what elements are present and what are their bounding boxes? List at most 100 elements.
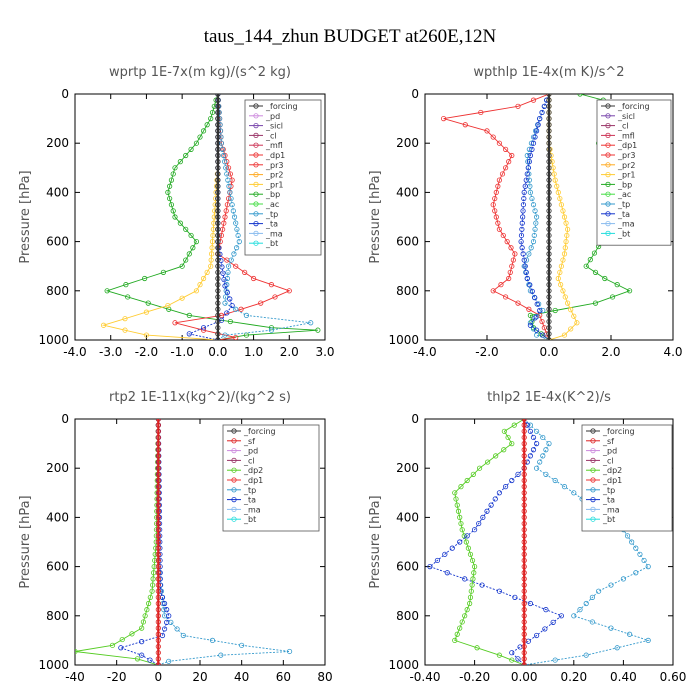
legend-marker (605, 201, 611, 207)
series-point-pr1 (551, 171, 557, 177)
y-tick-label: 0 (411, 412, 419, 426)
series-point-tp (529, 195, 535, 202)
series-point-tp (543, 471, 549, 477)
x-tick-label: -4.0 (413, 345, 436, 359)
legend-marker (605, 152, 611, 158)
legend-entry: _pd (265, 112, 280, 121)
series-point-sf (521, 545, 527, 551)
series-point-sf (155, 508, 161, 514)
series-point-forcing (546, 251, 552, 257)
series-point-dp1 (495, 220, 501, 226)
legend-entry: _forcing (243, 427, 276, 436)
series-point-dp1 (502, 165, 509, 171)
series-point-sf (521, 563, 527, 570)
series-point-sf (155, 650, 161, 656)
series-point-sf (155, 465, 161, 471)
legend-entry: _ta (265, 220, 278, 229)
series-point-tp (540, 307, 546, 314)
series-point-forcing (215, 122, 221, 128)
series-point-tp (526, 177, 532, 183)
series-point-tp (227, 189, 233, 195)
series-point-pr1 (561, 332, 568, 338)
series-point-bp (268, 325, 275, 331)
series-point-dp1 (496, 177, 502, 183)
series-point-bp (204, 122, 210, 128)
legend: _forcing_pd_sicl_cl_mfl_dp1_pr3_pr2_pr1_… (244, 99, 322, 256)
series-point-dp1 (506, 275, 512, 282)
series-point-ta (427, 563, 433, 570)
series-point-pr1 (143, 332, 150, 338)
series-point-bp (168, 177, 175, 183)
series-point-dp2 (452, 490, 458, 496)
series-point-bp (200, 128, 207, 134)
series-point-ta (512, 594, 518, 600)
series-point-dp2 (146, 600, 152, 607)
series-line-ta (119, 419, 170, 665)
y-tick-label: 800 (46, 609, 69, 623)
series-point-tp (540, 434, 546, 441)
series-point-forcing (215, 97, 221, 103)
series-point-dp1 (268, 282, 275, 288)
series-point-dp2 (454, 502, 460, 508)
series-point-dp2 (485, 459, 491, 465)
series-point-ta (519, 226, 525, 232)
series-point-forcing (546, 116, 552, 122)
series-point-sf (155, 643, 161, 650)
series-point-pr1 (557, 269, 563, 275)
series-point-ta (164, 619, 170, 625)
series-point-sf (521, 533, 527, 539)
chart-panel-3: rtp2 1E-11x(kg^2)/(kg^2 s)02004006008001… (18, 390, 333, 684)
series-group (75, 419, 293, 665)
x-tick-label: 2.0 (601, 345, 620, 359)
legend: _forcing_sf_pd_cl_dp2_dp1_tp_ta_ma_bt (581, 424, 673, 532)
series-point-tp (583, 600, 589, 607)
series-point-tp (236, 239, 242, 245)
series-point-forcing (546, 239, 552, 245)
legend-entry: _ma (617, 220, 635, 229)
series-point-sf (521, 477, 527, 484)
series-point-forcing (215, 189, 221, 195)
y-tick-label: 200 (396, 136, 419, 150)
series-point-dp1 (462, 122, 468, 128)
y-tick-label: 0 (61, 87, 69, 101)
series-point-tp (645, 637, 651, 644)
legend-marker (231, 447, 237, 454)
series-point-sf (155, 588, 161, 594)
series-point-dp2 (511, 422, 517, 428)
series-point-dp1 (233, 334, 239, 340)
series-point-forcing (546, 208, 552, 214)
series-point-tp (525, 159, 531, 165)
series-point-ta (224, 310, 230, 316)
legend-marker (605, 181, 611, 187)
series-point-pr1 (193, 288, 200, 294)
series-point-forcing (546, 159, 552, 165)
series-point-bp (104, 288, 110, 294)
series-point-sf (155, 428, 161, 434)
series-point-forcing (546, 275, 552, 282)
series-point-ta (161, 600, 168, 607)
series-point-pr1 (197, 282, 203, 288)
series-point-bp (123, 282, 129, 288)
series-point-ta (527, 600, 534, 607)
series-point-forcing (215, 312, 221, 318)
series-point-dp2 (142, 613, 148, 619)
series-point-dp1 (515, 103, 521, 109)
series-point-dp2 (501, 428, 507, 434)
x-tick-label: 3.0 (315, 345, 334, 359)
series-point-forcing (215, 128, 221, 134)
series-point-dp2 (147, 594, 153, 600)
series-point-ta (518, 239, 524, 245)
series-point-sf (155, 502, 161, 508)
series-point-ta (515, 471, 521, 477)
legend-entry: _ma (602, 505, 620, 514)
series-point-bp (177, 220, 183, 226)
series-point-forcing (546, 109, 552, 116)
legend-marker (253, 172, 259, 178)
series-point-tp (528, 140, 535, 146)
x-tick-label: -0.40 (409, 670, 440, 684)
series-point-pr1 (200, 275, 207, 282)
plot-frame (424, 418, 674, 666)
series-point-dp2 (467, 551, 474, 557)
series-point-tp (231, 251, 237, 257)
legend-entry: _tp (265, 210, 278, 219)
